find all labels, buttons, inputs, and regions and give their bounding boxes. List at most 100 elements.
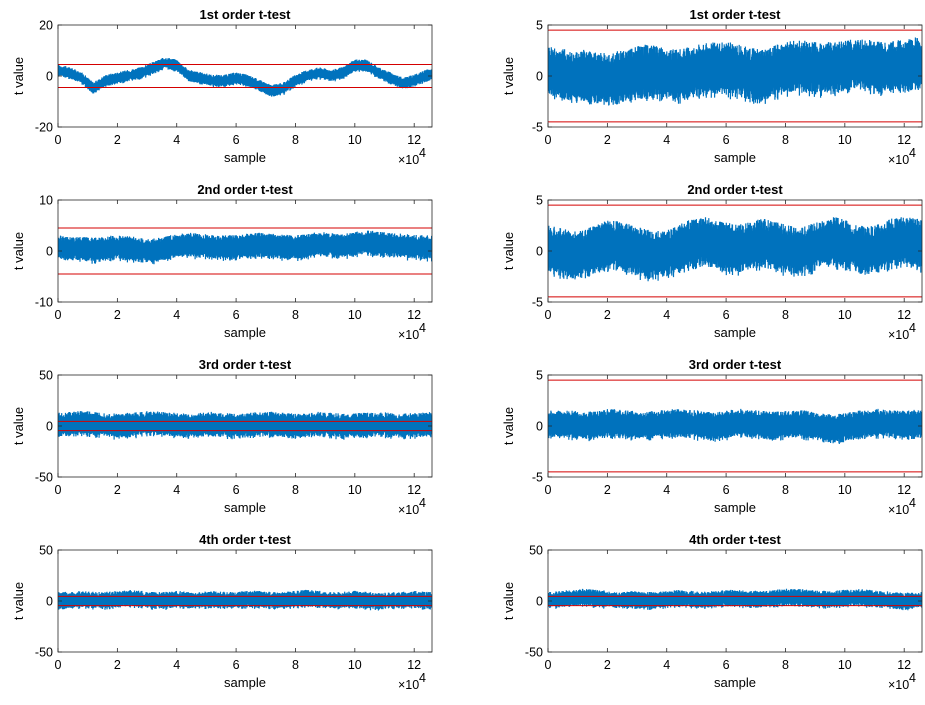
x-tick-label: 2 xyxy=(114,483,121,497)
y-tick-label: 0 xyxy=(536,245,543,259)
x-tick-label: 4 xyxy=(663,133,670,147)
y-tick-label: 0 xyxy=(46,70,53,84)
x-tick-label: 10 xyxy=(348,308,362,322)
x-tick-label: 4 xyxy=(663,308,670,322)
x-tick-label: 6 xyxy=(233,308,240,322)
y-tick-label: -50 xyxy=(35,471,53,485)
y-tick-label: 10 xyxy=(39,194,53,208)
signal-series xyxy=(58,411,432,440)
x-tick-label: 0 xyxy=(545,308,552,322)
x-tick-label: 6 xyxy=(233,133,240,147)
x-axis-label: sample xyxy=(714,150,756,165)
x-tick-label: 0 xyxy=(55,308,62,322)
x-tick-label: 4 xyxy=(663,658,670,672)
x-tick-label: 0 xyxy=(55,483,62,497)
x-tick-label: 10 xyxy=(348,133,362,147)
x-tick-label: 4 xyxy=(173,483,180,497)
x-exponent-base: ×10 xyxy=(398,678,419,692)
x-tick-label: 8 xyxy=(292,658,299,672)
x-tick-label: 6 xyxy=(723,658,730,672)
y-tick-label: 20 xyxy=(39,19,53,33)
y-tick-label: -20 xyxy=(35,121,53,135)
y-axis-label: t value xyxy=(501,407,516,445)
x-tick-label: 12 xyxy=(407,658,421,672)
x-exponent-base: ×10 xyxy=(398,503,419,517)
x-tick-label: 8 xyxy=(292,483,299,497)
x-axis-label: sample xyxy=(224,500,266,515)
x-tick-label: 2 xyxy=(114,133,121,147)
x-tick-label: 12 xyxy=(407,483,421,497)
signal-series xyxy=(58,57,432,97)
y-axis-label: t value xyxy=(501,582,516,620)
y-tick-label: -10 xyxy=(35,296,53,310)
x-tick-label: 12 xyxy=(407,308,421,322)
y-tick-label: -50 xyxy=(35,646,53,660)
x-tick-label: 12 xyxy=(897,483,911,497)
y-axis-label: t value xyxy=(11,407,26,445)
y-axis-label: t value xyxy=(11,232,26,270)
y-tick-label: -5 xyxy=(532,471,543,485)
x-tick-label: 10 xyxy=(838,658,852,672)
subplot-title: 2nd order t-test xyxy=(687,182,783,197)
subplot-title: 3rd order t-test xyxy=(199,357,292,372)
signal-series xyxy=(58,589,432,611)
x-axis-label: sample xyxy=(714,675,756,690)
y-tick-label: -5 xyxy=(532,296,543,310)
y-tick-label: 0 xyxy=(46,595,53,609)
x-tick-label: 2 xyxy=(604,483,611,497)
signal-series xyxy=(548,588,922,611)
signal-series xyxy=(548,408,922,445)
x-tick-label: 8 xyxy=(782,308,789,322)
x-tick-label: 8 xyxy=(292,308,299,322)
y-tick-label: 0 xyxy=(536,595,543,609)
x-axis-label: sample xyxy=(714,500,756,515)
x-tick-label: 10 xyxy=(838,308,852,322)
y-tick-label: 5 xyxy=(536,194,543,208)
x-tick-label: 12 xyxy=(897,658,911,672)
x-tick-label: 0 xyxy=(545,133,552,147)
y-tick-label: -50 xyxy=(525,646,543,660)
x-tick-label: 8 xyxy=(782,658,789,672)
signal-series xyxy=(548,217,922,282)
x-exponent: 4 xyxy=(419,496,426,510)
x-axis-label: sample xyxy=(224,675,266,690)
x-exponent-base: ×10 xyxy=(398,153,419,167)
x-exponent-base: ×10 xyxy=(888,328,909,342)
y-tick-label: 0 xyxy=(536,70,543,84)
y-tick-label: 0 xyxy=(46,420,53,434)
y-tick-label: 50 xyxy=(529,544,543,558)
x-exponent: 4 xyxy=(909,671,916,685)
y-tick-label: 50 xyxy=(39,369,53,383)
subplot-title: 2nd order t-test xyxy=(197,182,293,197)
x-exponent-base: ×10 xyxy=(398,328,419,342)
x-tick-label: 6 xyxy=(233,483,240,497)
x-tick-label: 0 xyxy=(545,658,552,672)
x-tick-label: 12 xyxy=(897,133,911,147)
subplot-title: 1st order t-test xyxy=(199,7,291,22)
x-tick-label: 0 xyxy=(55,133,62,147)
y-axis-label: t value xyxy=(11,582,26,620)
x-exponent: 4 xyxy=(909,496,916,510)
y-tick-label: 0 xyxy=(46,245,53,259)
x-exponent: 4 xyxy=(419,146,426,160)
x-tick-label: 6 xyxy=(233,658,240,672)
x-tick-label: 10 xyxy=(348,658,362,672)
x-axis-label: sample xyxy=(224,325,266,340)
y-tick-label: 50 xyxy=(39,544,53,558)
y-tick-label: 5 xyxy=(536,19,543,33)
subplot-title: 4th order t-test xyxy=(689,532,781,547)
x-tick-label: 2 xyxy=(114,658,121,672)
x-tick-label: 2 xyxy=(604,133,611,147)
x-exponent-base: ×10 xyxy=(888,503,909,517)
subplot-title: 1st order t-test xyxy=(689,7,781,22)
subplot-title: 4th order t-test xyxy=(199,532,291,547)
x-tick-label: 10 xyxy=(838,133,852,147)
y-axis-label: t value xyxy=(501,57,516,95)
